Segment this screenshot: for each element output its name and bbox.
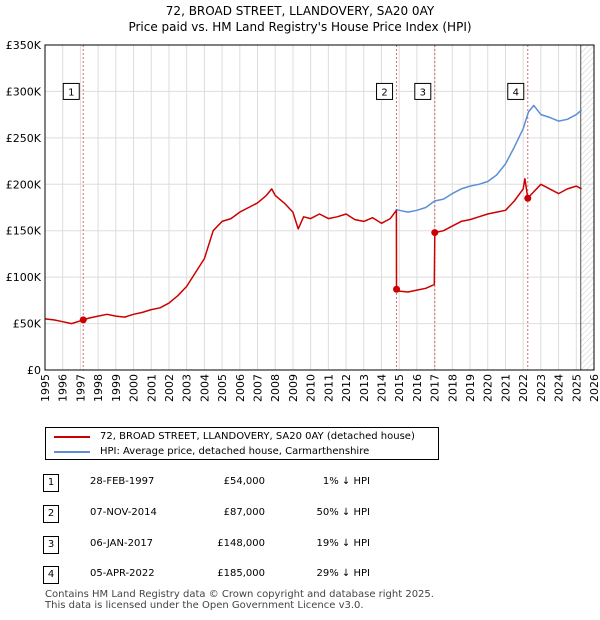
x-tick-label: 2020: [482, 374, 495, 402]
transaction-date: 06-JAN-2017: [90, 538, 154, 549]
chart-subtitle: Price paid vs. HM Land Registry's House …: [128, 20, 472, 34]
x-tick-label: 1997: [74, 374, 87, 402]
transaction-price: £185,000: [217, 568, 265, 579]
x-tick-label: 2013: [358, 374, 371, 402]
x-tick-label: 2004: [198, 374, 211, 402]
transaction-number: 1: [43, 474, 59, 492]
y-tick-label: £350K: [6, 39, 42, 52]
legend-swatch-property: [54, 436, 90, 438]
transaction-price: £87,000: [223, 507, 265, 518]
y-tick-label: £200K: [6, 178, 42, 191]
transaction-hpi-diff: 19% ↓ HPI: [316, 538, 370, 549]
transaction-date: 07-NOV-2014: [90, 507, 157, 518]
x-tick-label: 2025: [570, 374, 583, 402]
x-tick-label: 2011: [322, 374, 335, 402]
x-tick-label: 2005: [216, 374, 229, 402]
hpi-line: [395, 104, 583, 213]
x-tick-label: 2006: [234, 374, 247, 402]
x-tick-label: 1999: [110, 374, 123, 402]
footer-copyright: Contains HM Land Registry data © Crown c…: [45, 589, 434, 600]
chart-title: 72, BROAD STREET, LLANDOVERY, SA20 0AY: [165, 4, 435, 18]
x-tick-label: 2022: [517, 374, 530, 402]
transaction-price: £148,000: [217, 538, 265, 549]
transaction-4-label-box: [507, 82, 525, 100]
table-row: 4 05-APR-2022 £185,000 29% ↓ HPI: [0, 566, 600, 584]
x-tick-label: 2009: [287, 374, 300, 402]
x-tick-label: 2014: [375, 374, 388, 402]
transaction-4-point: [524, 194, 532, 202]
x-tick-label: 2017: [429, 374, 442, 402]
transaction-hpi-diff: 1% ↓ HPI: [322, 476, 370, 487]
transaction-2-point: [393, 285, 401, 293]
y-tick-label: £300K: [6, 85, 42, 98]
x-tick-label: 1996: [57, 374, 70, 402]
x-tick-label: 2003: [181, 374, 194, 402]
table-row: 1 28-FEB-1997 £54,000 1% ↓ HPI: [0, 474, 600, 492]
transaction-number: 3: [43, 536, 59, 554]
transaction-4-label: 4: [513, 87, 519, 98]
y-tick-label: £0: [27, 364, 41, 377]
transaction-1-label: 1: [68, 87, 74, 98]
y-tick-label: £100K: [6, 271, 42, 284]
legend: 72, BROAD STREET, LLANDOVERY, SA20 0AY (…: [45, 427, 439, 460]
x-tick-label: 2012: [340, 374, 353, 402]
x-tick-label: 2001: [145, 374, 158, 402]
x-tick-label: 2021: [499, 374, 512, 402]
y-tick-label: £150K: [6, 225, 42, 238]
x-tick-label: 2024: [553, 374, 566, 402]
x-tick-label: 2026: [588, 374, 600, 402]
transaction-number: 4: [43, 566, 59, 584]
transaction-2-label: 2: [381, 87, 387, 98]
transaction-date: 28-FEB-1997: [90, 476, 155, 487]
transaction-1-label-box: [62, 82, 80, 100]
x-tick-label: 2016: [411, 374, 424, 402]
x-tick-label: 1995: [39, 374, 52, 402]
price-chart: £0 £50K £100K £150K £200K £250K £300K £350K 1995…: [6, 39, 600, 402]
footer-license: This data is licensed under the Open Gov…: [45, 600, 364, 611]
y-tick-label: £250K: [6, 132, 42, 145]
plot-frame: [44, 44, 595, 371]
property-price-line: [44, 177, 582, 325]
x-tick-label: 2018: [446, 374, 459, 402]
legend-label-hpi: HPI: Average price, detached house, Carm…: [100, 446, 370, 457]
transaction-3-label: 3: [420, 87, 426, 98]
transaction-3-label-box: [414, 82, 432, 100]
x-tick-label: 2023: [535, 374, 548, 402]
legend-swatch-hpi: [54, 451, 90, 453]
transaction-3-point: [431, 229, 439, 237]
transaction-2-label-box: [376, 82, 394, 100]
table-row: 2 07-NOV-2014 £87,000 50% ↓ HPI: [0, 505, 600, 523]
transaction-hpi-diff: 29% ↓ HPI: [316, 568, 370, 579]
x-tick-label: 2010: [305, 374, 318, 402]
x-tick-label: 2015: [393, 374, 406, 402]
transaction-hpi-diff: 50% ↓ HPI: [316, 507, 370, 518]
x-tick-label: 2000: [128, 374, 141, 402]
transaction-price: £54,000: [223, 476, 265, 487]
x-tick-label: 2007: [252, 374, 265, 402]
projection-hatch: [580, 45, 594, 370]
x-tick-label: 2019: [464, 374, 477, 402]
table-row: 3 06-JAN-2017 £148,000 19% ↓ HPI: [0, 536, 600, 554]
y-tick-label: £50K: [13, 318, 42, 331]
transaction-1-point: [79, 316, 87, 324]
x-tick-label: 2008: [269, 374, 282, 402]
x-tick-label: 1998: [92, 374, 105, 402]
legend-label-property: 72, BROAD STREET, LLANDOVERY, SA20 0AY (…: [100, 431, 415, 442]
plot-area: [45, 45, 594, 370]
x-tick-label: 2002: [163, 374, 176, 402]
transaction-number: 2: [43, 505, 59, 523]
transaction-date: 05-APR-2022: [90, 568, 155, 579]
